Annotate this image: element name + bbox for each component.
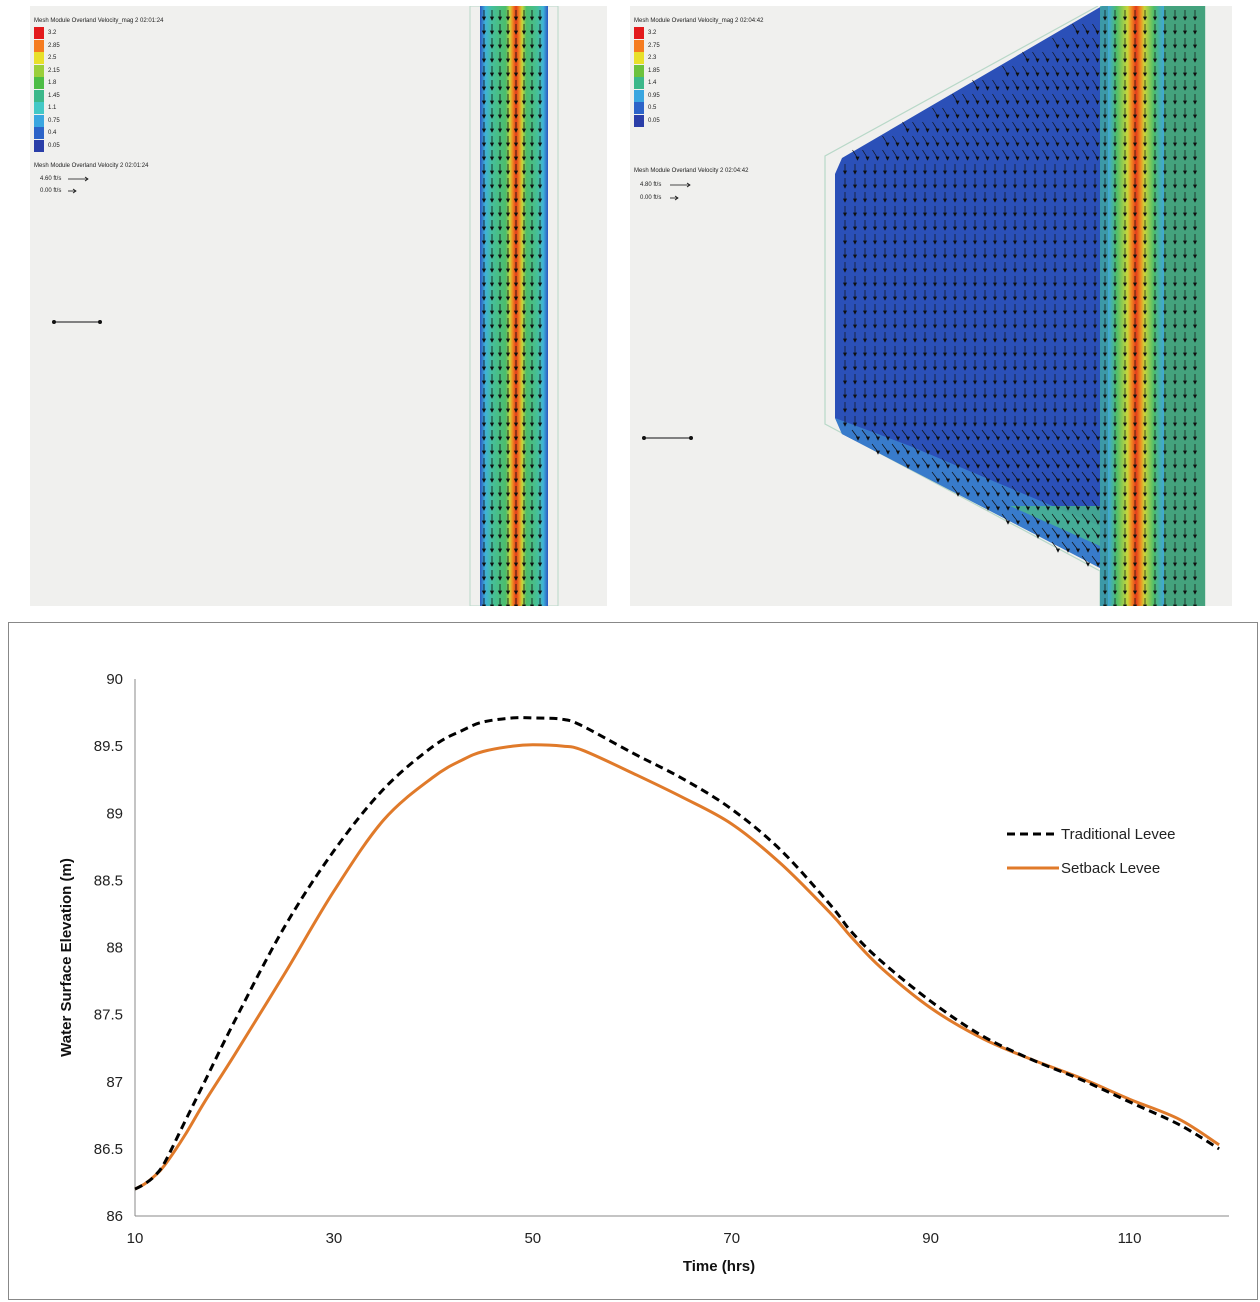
y-tick-label: 89.5 <box>94 738 123 755</box>
left-vector-label-min: 0.00 ft/s <box>40 188 62 194</box>
series-line-traditional-levee <box>134 716 1220 1191</box>
y-tick-label: 86.5 <box>94 1141 123 1158</box>
left-colorbar-label: 3.2 <box>48 30 57 36</box>
right-colorbar-swatch <box>634 27 644 39</box>
left-vector-key-arrows <box>68 176 89 194</box>
water-surface-chart: 86 86.5 87 87.5 88 88.5 89 89.5 90 10 30 50 70 90 110 T… <box>8 622 1258 1300</box>
right-colorbar-label: 3.2 <box>648 30 657 36</box>
left-vector-title: Mesh Module Overland Velocity 2 02:01:24 <box>34 163 149 169</box>
right-colorbar-swatch <box>634 114 644 127</box>
y-tick-label: 89 <box>106 805 123 822</box>
left-colorbar-label: 1.45 <box>48 92 60 99</box>
left-colorbar-swatch <box>34 39 44 52</box>
chart-legend: Traditional Levee Setback Levee <box>1007 826 1176 877</box>
right-colorbar-swatch <box>634 102 644 114</box>
y-tick-label: 88.5 <box>94 872 123 889</box>
right-colorbar-swatch <box>634 77 644 89</box>
left-channel-flow <box>480 6 548 606</box>
x-tick-label: 70 <box>723 1230 740 1247</box>
y-tick-label: 88 <box>106 940 123 957</box>
x-tick-label: 110 <box>1118 1230 1142 1247</box>
right-colorbar-title: Mesh Module Overland Velocity_mag 2 02:0… <box>634 18 764 24</box>
left-colorbar-title: Mesh Module Overland Velocity_mag 2 02:0… <box>34 18 164 24</box>
chart-canvas: 86 86.5 87 87.5 88 88.5 89 89.5 90 10 30 50 70 90 110 T… <box>58 671 1229 1275</box>
right-scale-bar <box>642 436 693 440</box>
y-tick-label: 86 <box>106 1208 123 1225</box>
x-tick-label: 90 <box>922 1230 939 1247</box>
left-colorbar-swatch <box>34 89 44 102</box>
right-colorbar-label: 2.75 <box>648 42 660 49</box>
velocity-map-right: Mesh Module Overland Velocity_mag 2 02:0… <box>630 6 1232 606</box>
y-tick-label: 87.5 <box>94 1007 123 1024</box>
right-colorbar-swatch <box>634 39 644 52</box>
left-scale-bar <box>52 320 102 324</box>
left-colorbar-label: 2.15 <box>48 67 60 74</box>
left-colorbar-label: 0.05 <box>48 142 60 149</box>
left-colorbar-swatch <box>34 102 44 114</box>
left-velocity-arrows <box>481 10 543 606</box>
y-tick-label: 87 <box>106 1074 123 1091</box>
right-colorbar-swatch <box>634 52 644 64</box>
legend-label: Traditional Levee <box>1061 826 1176 843</box>
right-colorbar-swatch <box>634 89 644 102</box>
right-colorbar-label: 0.95 <box>648 92 660 99</box>
left-colorbar-label: 2.5 <box>48 55 57 61</box>
left-colorbar-swatch <box>34 64 44 77</box>
left-colorbar-label: 0.4 <box>48 130 57 136</box>
right-vector-label-max: 4.80 ft/s <box>640 182 662 188</box>
x-axis-title: Time (hrs) <box>683 1258 755 1275</box>
right-channel-edge <box>1164 6 1205 606</box>
velocity-field-right <box>642 6 1206 606</box>
right-colorbar-label: 0.5 <box>648 105 657 111</box>
left-colorbar-label: 1.8 <box>48 80 57 86</box>
left-colorbar-swatch <box>34 27 44 39</box>
right-vector-title: Mesh Module Overland Velocity 2 02:04:42 <box>634 168 749 174</box>
left-vector-label-max: 4.60 ft/s <box>40 176 62 182</box>
series-line-setback-levee <box>134 743 1220 1191</box>
right-colorbar-label: 2.3 <box>648 55 657 61</box>
right-vector-key-arrows <box>670 182 691 201</box>
left-colorbar-swatch <box>34 52 44 64</box>
left-colorbar-label: 0.75 <box>48 117 60 124</box>
right-colorbar-label: 0.05 <box>648 117 660 124</box>
right-colorbar-label: 1.85 <box>648 67 660 74</box>
right-colorbar-label: 1.4 <box>648 80 657 86</box>
left-colorbar-label: 2.85 <box>48 42 60 49</box>
y-tick-label: 90 <box>106 671 123 688</box>
right-velocity-arrows <box>842 10 1198 606</box>
right-colorbar-swatch <box>634 64 644 77</box>
left-channel-boundary <box>469 6 559 606</box>
legend-label: Setback Levee <box>1061 860 1160 877</box>
velocity-map-left: Mesh Module Overland Velocity_mag 2 02:0… <box>30 6 607 606</box>
left-colorbar-swatch <box>34 114 44 127</box>
y-axis-title: Water Surface Elevation (m) <box>58 858 75 1057</box>
x-tick-label: 10 <box>127 1230 144 1247</box>
left-colorbar-swatch <box>34 139 44 152</box>
x-tick-label: 30 <box>326 1230 343 1247</box>
right-vector-label-min: 0.00 ft/s <box>640 195 662 201</box>
velocity-field-left <box>52 6 559 606</box>
chart-axes <box>134 679 1229 1217</box>
right-main-channel <box>1108 6 1164 606</box>
x-tick-label: 50 <box>524 1230 541 1247</box>
left-colorbar-label: 1.1 <box>48 105 57 111</box>
left-colorbar-swatch <box>34 127 44 139</box>
left-colorbar-swatch <box>34 77 44 89</box>
